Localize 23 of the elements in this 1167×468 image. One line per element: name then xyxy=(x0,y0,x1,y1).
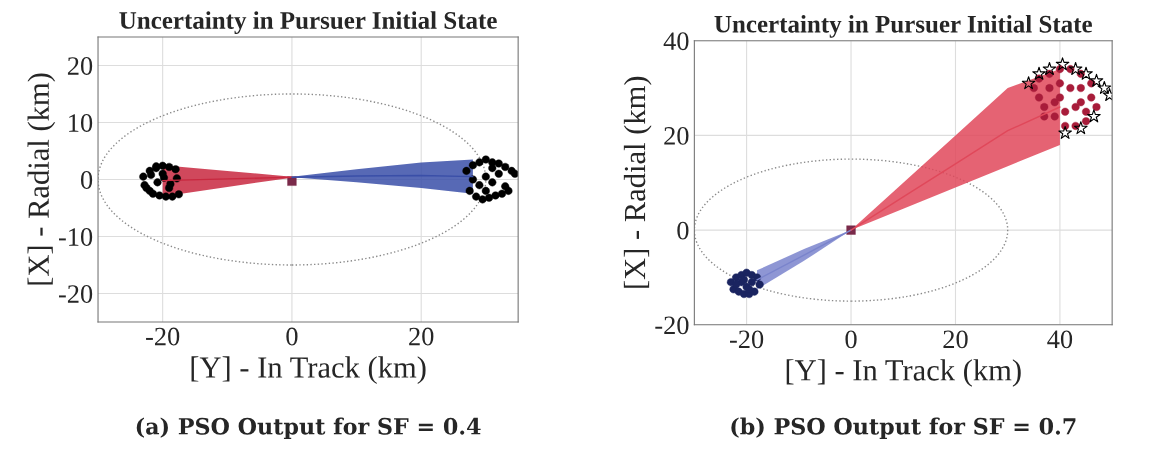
y-tick-label: -10 xyxy=(58,228,93,246)
x-tick-label: -20 xyxy=(729,330,764,349)
x-axis-title: [Y] - In Track (km) xyxy=(786,359,1021,387)
y-axis-title: [X] - Radial (km) xyxy=(623,76,652,288)
text: (a) PSO Output for SF = 0.4 xyxy=(136,417,481,439)
y-axis-title: [X] - Radial (km) xyxy=(27,73,56,285)
y-tick-label: 20 xyxy=(67,57,93,75)
y-tick-label: 0 xyxy=(677,221,689,240)
x-tick-label: 20 xyxy=(943,330,968,349)
text: (b) PSO Output for SF = 0.7 xyxy=(731,417,1076,439)
x-axis-title: [Y] - In Track (km) xyxy=(191,356,426,385)
y-tick-label: 0 xyxy=(80,171,93,189)
x-tick-label: -20 xyxy=(146,327,180,346)
y-tick-label: -20 xyxy=(58,285,93,303)
chart-title: Uncertainty in Pursuer Initial State xyxy=(119,11,497,35)
x-tick-label: 0 xyxy=(845,330,857,349)
y-tick-label: 40 xyxy=(663,32,689,51)
x-tick-label: 0 xyxy=(286,327,298,346)
y-tick-label: 20 xyxy=(664,127,689,145)
x-tick-label: 40 xyxy=(1047,330,1073,349)
x-tick-label: 20 xyxy=(409,327,434,346)
y-tick-label: 10 xyxy=(69,114,93,132)
chart-title: Uncertainty in Pursuer Initial State xyxy=(714,15,1092,38)
